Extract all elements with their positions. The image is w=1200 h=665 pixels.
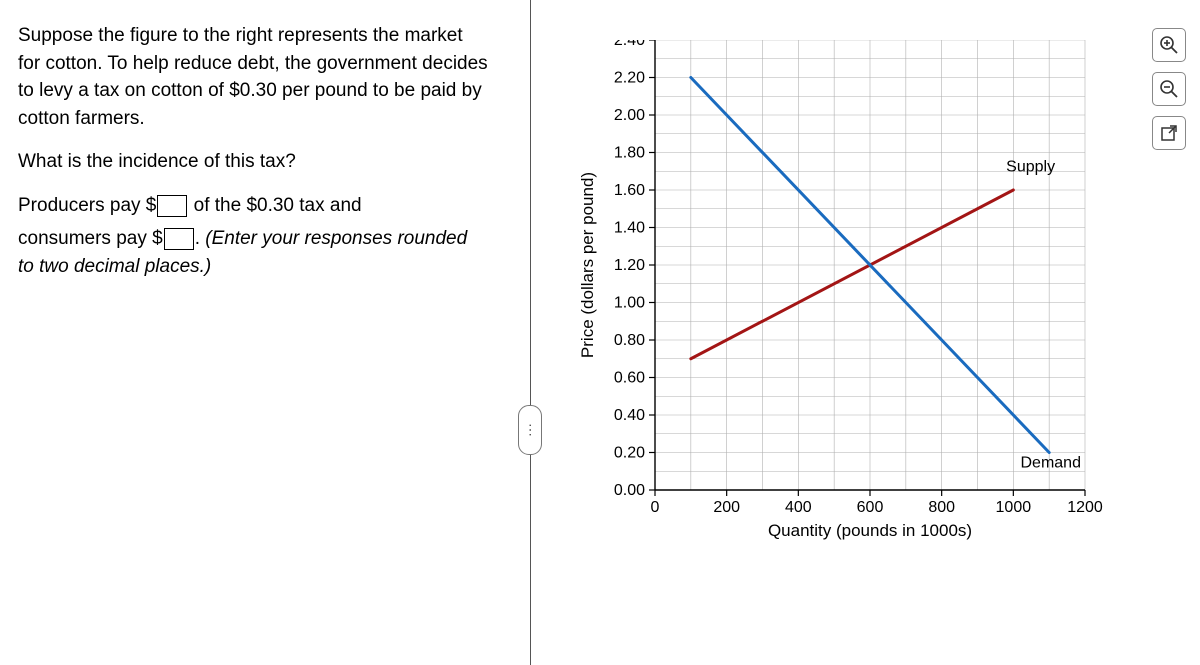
svg-text:400: 400: [785, 499, 812, 516]
svg-text:200: 200: [713, 499, 740, 516]
svg-text:1.00: 1.00: [614, 295, 645, 312]
svg-text:Demand: Demand: [1021, 455, 1081, 472]
svg-text:0.40: 0.40: [614, 407, 645, 424]
answer-text-2b: .: [195, 228, 206, 249]
svg-text:800: 800: [928, 499, 955, 516]
chart-area: 0.00 0.20 0.40 0.60 0.80 1.00 1.20 1.40 1.60 1.80…: [560, 40, 1160, 600]
svg-text:0.20: 0.20: [614, 445, 645, 462]
answer-line-2: consumers pay $. (Enter your responses r…: [18, 225, 488, 280]
pane-divider: [530, 0, 531, 665]
svg-text:600: 600: [857, 499, 884, 516]
svg-text:2.20: 2.20: [614, 70, 645, 87]
consumers-input[interactable]: [164, 228, 194, 250]
svg-text:1.20: 1.20: [614, 257, 645, 274]
popout-icon: [1160, 124, 1178, 142]
svg-text:0.60: 0.60: [614, 370, 645, 387]
answer-text-2a: consumers pay $: [18, 228, 163, 249]
zoom-in-icon: [1159, 35, 1179, 55]
chart-toolbar: [1152, 28, 1188, 150]
popout-button[interactable]: [1152, 116, 1186, 150]
answer-text-1a: Producers pay $: [18, 195, 156, 216]
svg-text:1.80: 1.80: [614, 145, 645, 162]
answer-line-1: Producers pay $ of the $0.30 tax and: [18, 192, 488, 220]
svg-text:0.80: 0.80: [614, 332, 645, 349]
svg-text:Price (dollars per pound): Price (dollars per pound): [578, 172, 597, 358]
svg-text:1000: 1000: [996, 499, 1032, 516]
answer-text-1b: of the $0.30 tax and: [188, 195, 361, 216]
collapse-handle[interactable]: ⋯: [518, 405, 542, 455]
svg-text:2.00: 2.00: [614, 107, 645, 124]
producers-input[interactable]: [157, 195, 187, 217]
svg-text:0: 0: [651, 499, 660, 516]
question-intro: Suppose the figure to the right represen…: [18, 22, 488, 132]
svg-text:0.00: 0.00: [614, 482, 645, 499]
chart-svg: 0.00 0.20 0.40 0.60 0.80 1.00 1.20 1.40 1.60 1.80…: [560, 40, 1160, 600]
svg-text:1200: 1200: [1067, 499, 1103, 516]
svg-text:Quantity (pounds in 1000s): Quantity (pounds in 1000s): [768, 521, 972, 540]
zoom-out-button[interactable]: [1152, 72, 1186, 106]
question-prompt: What is the incidence of this tax?: [18, 148, 488, 176]
svg-text:1.60: 1.60: [614, 182, 645, 199]
svg-text:2.40: 2.40: [614, 40, 645, 49]
zoom-in-button[interactable]: [1152, 28, 1186, 62]
zoom-out-icon: [1159, 79, 1179, 99]
svg-text:1.40: 1.40: [614, 220, 645, 237]
question-pane: Suppose the figure to the right represen…: [18, 22, 488, 286]
svg-text:Supply: Supply: [1006, 158, 1055, 175]
